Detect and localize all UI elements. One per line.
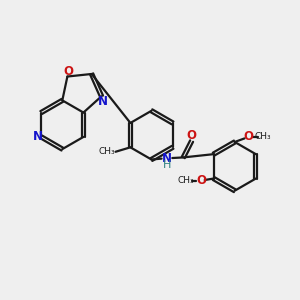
Text: H: H xyxy=(163,160,172,170)
Text: O: O xyxy=(63,65,73,78)
Text: CH₃: CH₃ xyxy=(178,176,195,185)
Text: O: O xyxy=(196,174,206,187)
Text: O: O xyxy=(244,130,254,143)
Text: CH₃: CH₃ xyxy=(99,147,116,156)
Text: N: N xyxy=(162,152,172,164)
Text: CH₃: CH₃ xyxy=(254,131,271,140)
Text: N: N xyxy=(98,95,108,108)
Text: O: O xyxy=(186,129,196,142)
Text: N: N xyxy=(33,130,43,143)
